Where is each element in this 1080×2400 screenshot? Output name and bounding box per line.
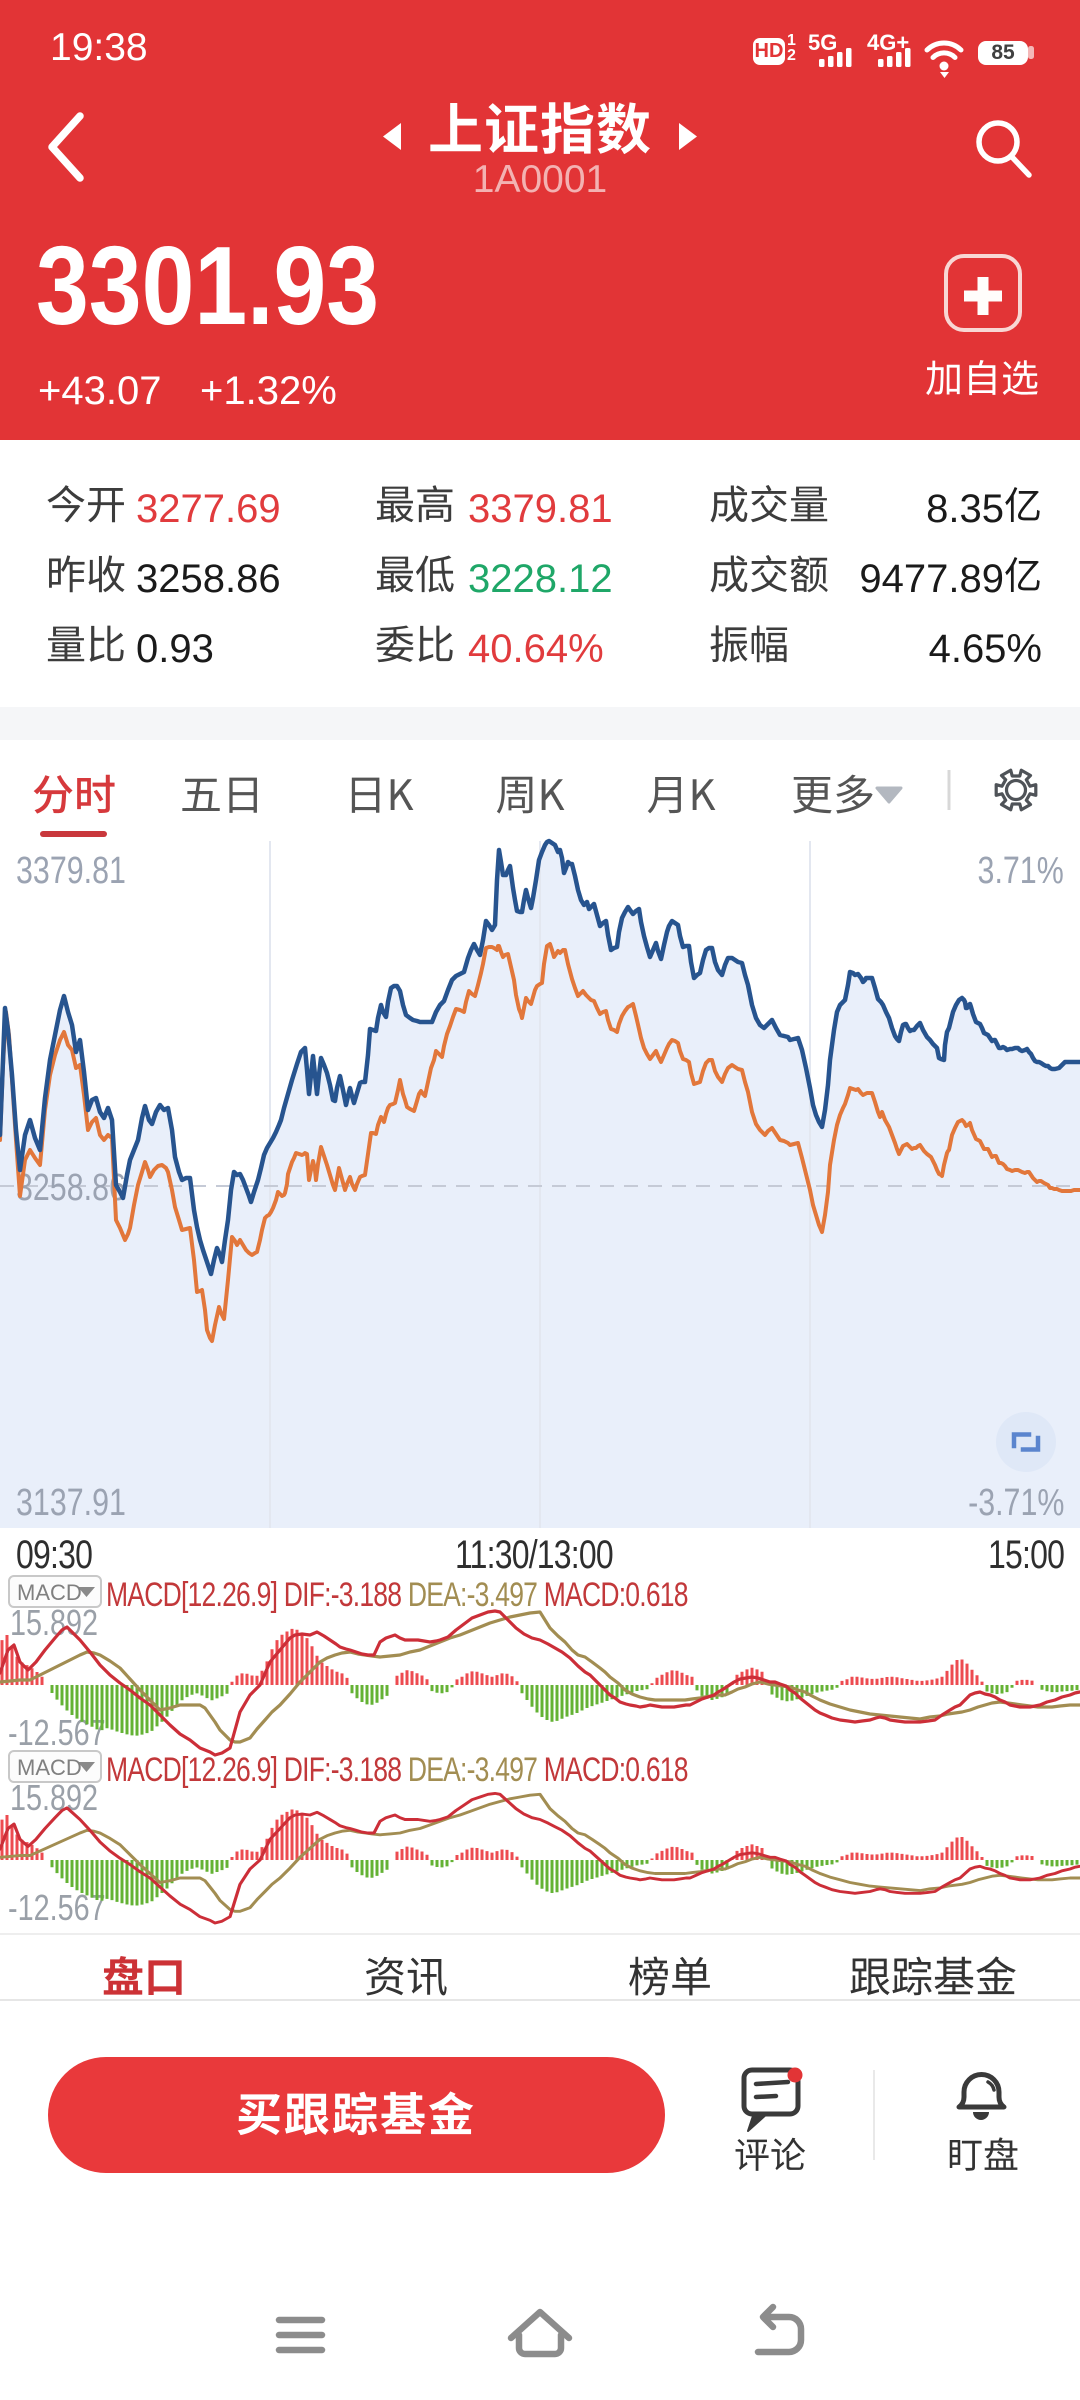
- svg-text:15.892: 15.892: [10, 1777, 98, 1818]
- svg-text:-12.567: -12.567: [8, 1712, 106, 1753]
- svg-text:15.892: 15.892: [10, 1602, 98, 1643]
- svg-text:-12.567: -12.567: [8, 1887, 106, 1928]
- svg-text:3258.86: 3258.86: [16, 1167, 126, 1209]
